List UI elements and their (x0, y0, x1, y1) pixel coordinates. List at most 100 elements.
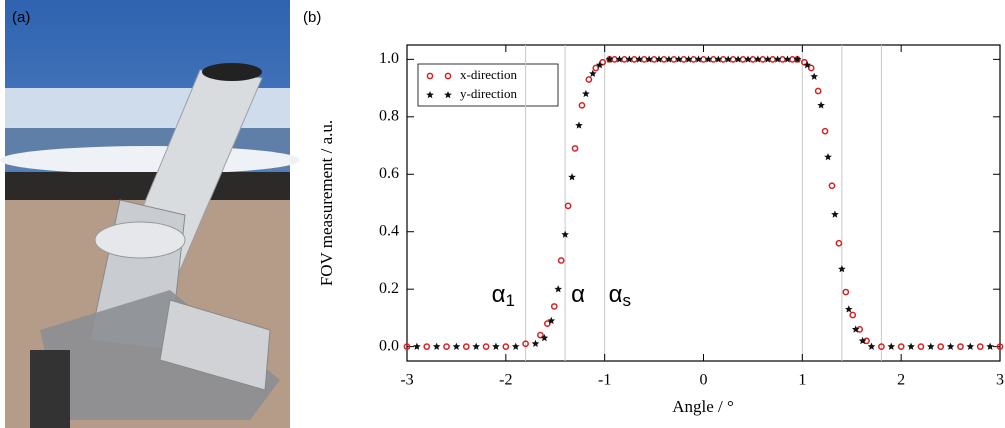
marker (592, 64, 600, 72)
x-tick-label: 0 (700, 372, 708, 389)
marker (858, 336, 867, 345)
marker (996, 343, 1004, 350)
marker (814, 87, 822, 95)
marker (540, 334, 549, 342)
marker (578, 101, 586, 109)
marker (828, 182, 836, 190)
marker (645, 55, 653, 63)
marker (769, 56, 777, 63)
marker (660, 56, 668, 63)
marker (878, 343, 885, 350)
annotation-symbol: α (492, 281, 506, 308)
marker (543, 320, 551, 328)
marker (835, 239, 843, 247)
marker (849, 311, 857, 319)
marker (810, 72, 818, 80)
y-tick-label: 0.6 (379, 165, 399, 182)
marker (585, 76, 593, 83)
marker (554, 285, 563, 293)
marker (621, 56, 628, 63)
marker (531, 339, 540, 347)
marker (831, 210, 839, 218)
x-tick-label: -2 (499, 372, 512, 389)
legend-marker (444, 91, 452, 99)
marker (824, 153, 832, 161)
marker (821, 127, 829, 135)
marker (793, 55, 802, 63)
marker (640, 56, 648, 63)
annotation: α1 (492, 281, 515, 310)
legend-marker (426, 91, 434, 99)
marker (670, 56, 678, 63)
annotation-symbol: α (571, 281, 585, 308)
marker (897, 343, 905, 350)
marker (537, 331, 544, 339)
marker (867, 342, 876, 350)
marker (502, 343, 510, 350)
marker (779, 56, 786, 63)
marker (700, 56, 707, 63)
y-axis-label: FOV measurement / a.u. (317, 120, 336, 286)
marker (684, 55, 693, 63)
marker (803, 61, 812, 69)
marker (907, 342, 915, 350)
marker (522, 340, 529, 348)
marker (957, 343, 964, 350)
marker (754, 55, 762, 63)
annotation: α (571, 281, 585, 308)
marker (887, 342, 896, 350)
marker (807, 64, 815, 72)
x-tick-label: 2 (897, 372, 905, 389)
marker (763, 55, 772, 63)
marker (917, 343, 925, 350)
marker (665, 55, 673, 63)
marker (582, 89, 590, 98)
marker (927, 342, 935, 350)
marker (605, 55, 614, 63)
marker (571, 145, 579, 152)
x-tick-label: 1 (798, 372, 806, 389)
marker (482, 343, 490, 350)
marker (739, 56, 747, 63)
marker (432, 342, 441, 350)
marker (710, 56, 717, 63)
legend-label: x-direction (460, 67, 518, 82)
y-tick-label: 0.8 (379, 107, 399, 124)
marker (674, 55, 683, 63)
marker (462, 343, 470, 350)
annotation: αs (609, 281, 631, 310)
marker (550, 303, 558, 310)
x-tick-label: -1 (598, 372, 611, 389)
legend-label: y-direction (460, 86, 518, 101)
marker (759, 56, 767, 63)
y-tick-label: 0.2 (379, 280, 399, 297)
marker (719, 56, 727, 63)
marker (443, 343, 450, 350)
marker (625, 55, 634, 63)
marker (976, 343, 984, 350)
marker (561, 230, 569, 238)
annotation-subscript: 1 (505, 291, 514, 310)
marker (589, 69, 597, 77)
marker (966, 342, 975, 350)
marker (492, 342, 500, 350)
marker (817, 101, 825, 109)
marker (714, 55, 723, 63)
marker (690, 56, 697, 63)
x-axis-label: Angle / ° (672, 397, 734, 416)
marker (724, 55, 733, 63)
photo (0, 0, 300, 428)
marker (734, 55, 742, 63)
marker (986, 342, 994, 350)
marker (783, 55, 792, 63)
marker (704, 55, 713, 63)
legend-box (417, 63, 559, 107)
x-tick-label: 3 (996, 372, 1004, 389)
marker (946, 342, 955, 350)
marker (680, 56, 688, 63)
marker (423, 343, 431, 350)
marker (650, 56, 658, 63)
marker (937, 343, 945, 350)
y-tick-label: 0.0 (379, 337, 399, 354)
